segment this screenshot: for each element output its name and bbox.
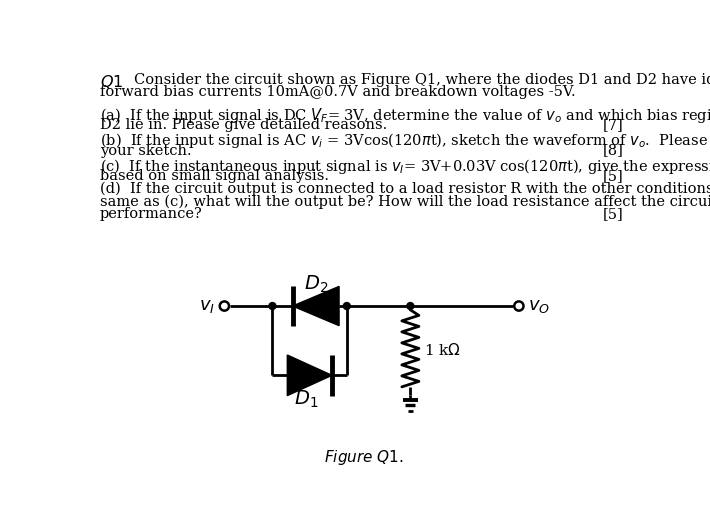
Text: same as (c), what will the output be? How will the load resistance affect the ci: same as (c), what will the output be? Ho…: [99, 194, 710, 209]
Text: D2 lie in. Please give detailed reasons.: D2 lie in. Please give detailed reasons.: [99, 118, 387, 132]
Text: [7]: [7]: [603, 118, 623, 132]
Text: (b)  If the input signal is AC $v_i$ = 3Vcos(120$\pi$t), sketch the waveform of : (b) If the input signal is AC $v_i$ = 3V…: [99, 131, 710, 150]
Circle shape: [407, 303, 414, 309]
Text: 1 k$\Omega$: 1 k$\Omega$: [425, 342, 462, 358]
Text: $\mathit{Figure\ Q1.}$: $\mathit{Figure\ Q1.}$: [324, 448, 404, 467]
Circle shape: [269, 303, 276, 309]
Text: $v_O$: $v_O$: [528, 297, 550, 315]
Text: performance?: performance?: [99, 207, 202, 221]
Text: (d)  If the circuit output is connected to a load resistor R with the other cond: (d) If the circuit output is connected t…: [99, 182, 710, 196]
Text: [5]: [5]: [603, 169, 623, 183]
Circle shape: [344, 303, 350, 309]
Text: (c)  If the instantaneous input signal is $v_I$= 3V+0.03V cos(120$\pi$t), give t: (c) If the instantaneous input signal is…: [99, 157, 710, 176]
Text: (a)  If the input signal is DC $V_F$= 3V, determine the value of $v_o$ and which: (a) If the input signal is DC $V_F$= 3V,…: [99, 106, 710, 125]
Text: [5]: [5]: [603, 207, 623, 221]
Polygon shape: [293, 286, 339, 326]
Text: $\mathit{D_2}$: $\mathit{D_2}$: [304, 274, 328, 295]
Polygon shape: [288, 355, 332, 396]
Text: Consider the circuit shown as Figure Q1, where the diodes D1 and D2 have identic: Consider the circuit shown as Figure Q1,…: [133, 72, 710, 87]
Text: $\mathit{D_1}$: $\mathit{D_1}$: [293, 389, 318, 411]
Text: your sketch.: your sketch.: [99, 143, 191, 158]
Text: $v_I$: $v_I$: [199, 297, 215, 315]
Text: $\mathit{Q1}$: $\mathit{Q1}$: [99, 72, 123, 90]
Text: based on small signal analysis.: based on small signal analysis.: [99, 169, 329, 183]
Text: forward bias currents 10mA@0.7V and breakdown voltages -5V.: forward bias currents 10mA@0.7V and brea…: [99, 85, 575, 99]
Text: [8]: [8]: [603, 143, 623, 158]
